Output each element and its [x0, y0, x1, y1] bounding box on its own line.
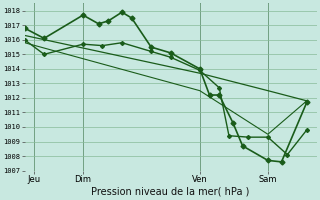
X-axis label: Pression niveau de la mer( hPa ): Pression niveau de la mer( hPa ): [92, 187, 250, 197]
